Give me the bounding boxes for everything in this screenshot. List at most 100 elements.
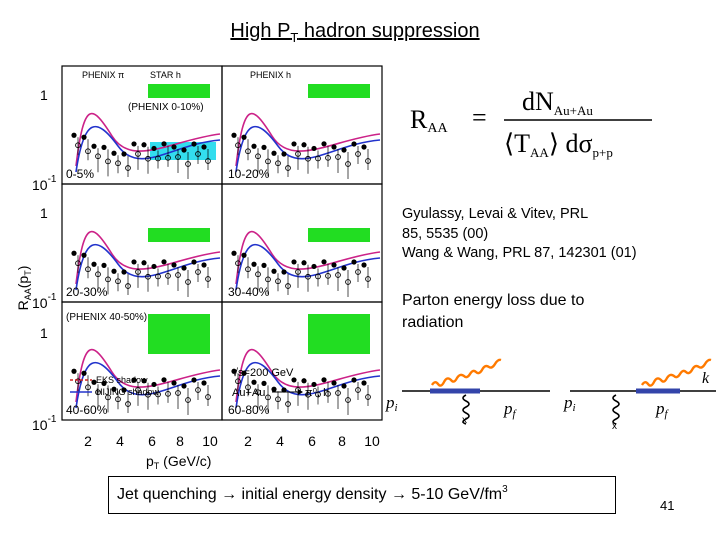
- y-tick-tenth-row2: 10-1: [32, 292, 57, 311]
- x-tick: 8: [176, 433, 184, 449]
- data-point-filled: [81, 252, 87, 258]
- raa-figure: RAA(pT) 1 10-1 1 10-1 1 10-1 2 4 6 8 10 …: [15, 65, 383, 470]
- data-point-filled: [171, 144, 177, 150]
- x-tick: 6: [308, 433, 316, 449]
- data-point-filled: [231, 368, 237, 374]
- green-band: [148, 228, 210, 242]
- data-point-filled: [271, 268, 277, 274]
- data-point-filled: [311, 145, 317, 152]
- data-point-filled: [271, 386, 277, 392]
- data-point-filled: [351, 377, 357, 383]
- energy-loss-line: Parton energy loss due to: [402, 292, 585, 309]
- data-point-filled: [321, 141, 327, 147]
- data-point-filled: [291, 141, 297, 147]
- data-point-filled: [81, 370, 87, 376]
- data-point-filled: [261, 262, 267, 268]
- diagram-left: x pi pf x pi pf k: [385, 358, 716, 432]
- reference-line: 85, 5535 (00): [402, 225, 489, 242]
- data-point-filled: [291, 377, 297, 383]
- data-point-filled: [91, 143, 97, 149]
- data-point-filled: [241, 134, 247, 140]
- slide-title: High PT hadron suppression: [230, 20, 480, 45]
- data-point-filled: [351, 259, 357, 265]
- vertex-x-mark: x: [612, 421, 617, 432]
- green-band: [148, 84, 210, 98]
- label-pi: pi: [385, 393, 398, 414]
- energy-label: √s=200 GeV: [232, 367, 294, 379]
- gluon-line: [640, 358, 712, 387]
- panel-note-bottom: (PHENIX 40-50%): [66, 312, 147, 323]
- data-point-filled: [261, 380, 267, 386]
- legend-phenix-pi: PHENIX π: [82, 70, 124, 80]
- x-axis-label: pT (GeV/c): [146, 453, 211, 470]
- system-label: Au+Au: [232, 387, 265, 399]
- y-tick-1-row3: 1: [40, 325, 48, 341]
- data-point-filled: [351, 141, 357, 147]
- theory-curve-pink: [75, 348, 221, 403]
- exchange-line: [462, 394, 470, 425]
- diagram-right: x pi pf k: [563, 358, 716, 432]
- centrality-label: 10-20%: [228, 167, 270, 181]
- green-band: [148, 314, 210, 354]
- radiation-diagram: x pi pf x pi pf k: [385, 358, 716, 432]
- vertex-x-mark: x: [462, 415, 467, 426]
- panel-annotations: PHENIX π STAR h (PHENIX 0-10%) 0-5% PHEN…: [66, 70, 291, 417]
- data-point-filled: [341, 265, 347, 271]
- theory-curve-pink: [235, 230, 381, 285]
- data-point-filled: [331, 380, 337, 386]
- data-point-filled: [141, 142, 147, 148]
- data-point-filled: [131, 377, 137, 383]
- y-tick-tenth-row1: 10-1: [32, 174, 57, 193]
- panel-frames: [61, 65, 383, 421]
- centrality-label: 30-40%: [228, 285, 270, 299]
- data-point-filled: [341, 147, 347, 153]
- shadow-legend: EKS shadow HIJING shadow: [70, 375, 160, 397]
- data-point-filled: [201, 144, 207, 150]
- page-number: 41: [660, 498, 675, 513]
- data-point-filled: [121, 151, 127, 157]
- centrality-label: 20-30%: [66, 285, 108, 299]
- data-point-filled: [271, 150, 277, 156]
- data-point-filled: [161, 259, 167, 265]
- data-point-filled: [341, 383, 347, 389]
- gluon-line: [430, 358, 502, 387]
- data-point-filled: [101, 144, 107, 150]
- formula-lhs: RAA: [410, 105, 448, 136]
- legend-star-h: STAR h: [150, 70, 181, 80]
- reaction-label: π⁰, h: [305, 387, 329, 399]
- data-point-filled: [231, 250, 237, 256]
- reference-line: Wang & Wang, PRL 87, 142301 (01): [402, 245, 637, 261]
- data-point-filled: [101, 380, 107, 386]
- data-point-filled: [321, 377, 327, 383]
- reference-line: Gyulassy, Levai & Vitev, PRL: [402, 206, 589, 222]
- data-point-filled: [201, 380, 207, 386]
- data-point-filled: [121, 269, 127, 275]
- green-bands: [148, 84, 370, 354]
- data-point-filled: [91, 379, 97, 385]
- legend-eks: EKS shadow: [96, 375, 148, 385]
- data-point-filled: [171, 380, 177, 386]
- data-point-filled: [241, 252, 247, 258]
- formula-equals: =: [472, 103, 487, 132]
- exchange-line: [612, 394, 620, 425]
- energy-loss-line: radiation: [402, 314, 464, 331]
- data-points: [71, 132, 371, 415]
- data-point-filled: [191, 377, 197, 383]
- data-point-filled: [331, 144, 337, 150]
- data-point-filled: [131, 141, 137, 147]
- data-point-filled: [231, 132, 237, 138]
- data-point-filled: [191, 141, 197, 147]
- y-tick-1-row2: 1: [40, 205, 48, 221]
- data-point-filled: [141, 378, 147, 384]
- data-point-filled: [281, 387, 287, 393]
- label-k: k: [702, 370, 710, 387]
- legend-hijing: HIJING shadow: [96, 387, 160, 397]
- data-point-filled: [171, 262, 177, 268]
- x-tick: 4: [116, 433, 124, 449]
- data-point-filled: [241, 370, 247, 376]
- centrality-label: 0-5%: [66, 167, 94, 181]
- x-tick: 4: [276, 433, 284, 449]
- label-pi: pi: [563, 393, 576, 414]
- data-point-filled: [151, 263, 157, 270]
- data-point-filled: [311, 381, 317, 388]
